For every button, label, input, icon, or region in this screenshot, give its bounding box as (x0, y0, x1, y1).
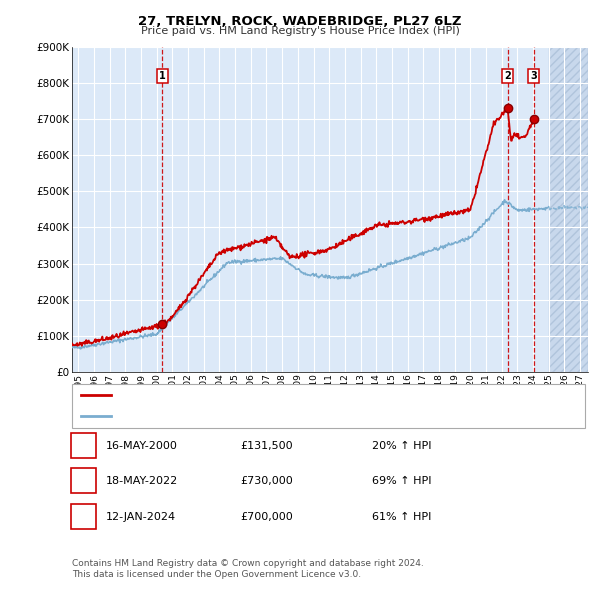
Text: 3: 3 (80, 512, 87, 522)
Text: 1: 1 (159, 71, 166, 81)
Text: 69% ↑ HPI: 69% ↑ HPI (372, 477, 431, 486)
Text: £730,000: £730,000 (240, 477, 293, 486)
Text: This data is licensed under the Open Government Licence v3.0.: This data is licensed under the Open Gov… (72, 571, 361, 579)
Text: 2: 2 (80, 477, 87, 486)
Text: 2: 2 (504, 71, 511, 81)
Text: 61% ↑ HPI: 61% ↑ HPI (372, 512, 431, 522)
Text: 18-MAY-2022: 18-MAY-2022 (106, 477, 178, 486)
Text: 12-JAN-2024: 12-JAN-2024 (106, 512, 176, 522)
Text: 27, TRELYN, ROCK, WADEBRIDGE, PL27 6LZ: 27, TRELYN, ROCK, WADEBRIDGE, PL27 6LZ (138, 15, 462, 28)
Text: £131,500: £131,500 (240, 441, 293, 451)
Text: 16-MAY-2000: 16-MAY-2000 (106, 441, 178, 451)
Text: HPI: Average price, detached house, Cornwall: HPI: Average price, detached house, Corn… (117, 411, 340, 421)
Text: 3: 3 (530, 71, 537, 81)
Text: £700,000: £700,000 (240, 512, 293, 522)
Text: 27, TRELYN, ROCK, WADEBRIDGE, PL27 6LZ (detached house): 27, TRELYN, ROCK, WADEBRIDGE, PL27 6LZ (… (117, 391, 420, 401)
Text: Contains HM Land Registry data © Crown copyright and database right 2024.: Contains HM Land Registry data © Crown c… (72, 559, 424, 568)
Text: 1: 1 (80, 441, 87, 451)
Text: 20% ↑ HPI: 20% ↑ HPI (372, 441, 431, 451)
Text: Price paid vs. HM Land Registry's House Price Index (HPI): Price paid vs. HM Land Registry's House … (140, 26, 460, 36)
